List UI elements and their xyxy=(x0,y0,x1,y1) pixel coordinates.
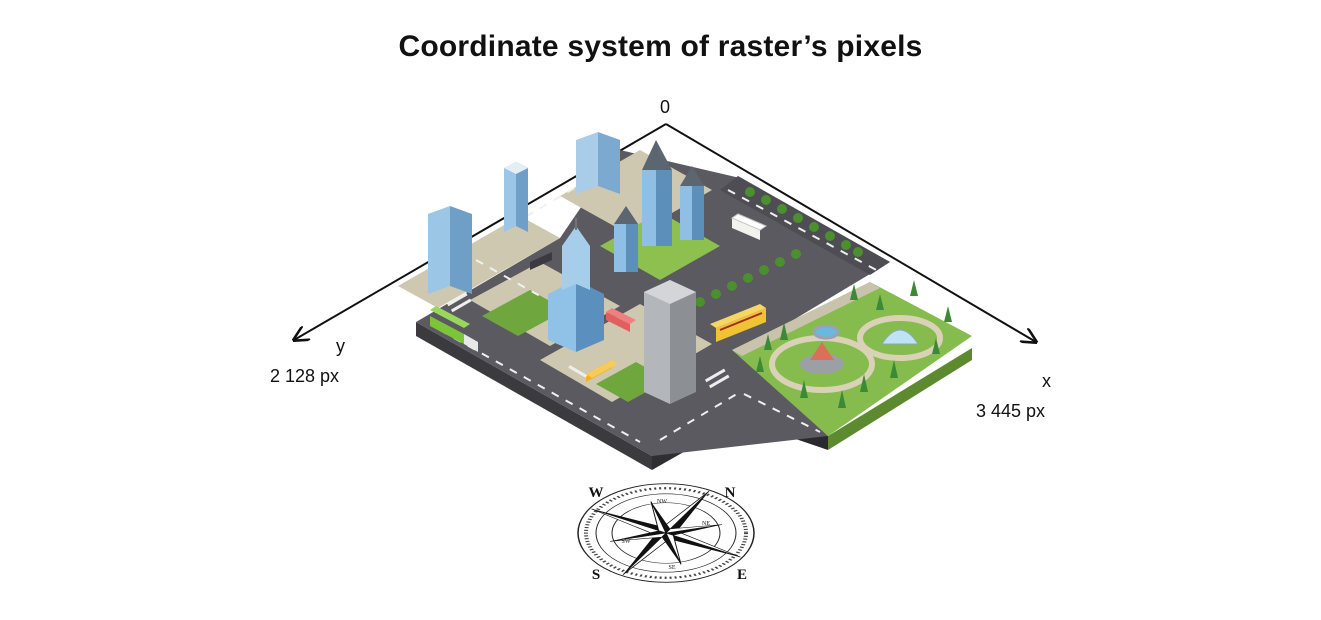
vehicles xyxy=(430,213,768,382)
y-axis-label: y xyxy=(336,336,345,356)
building-spire-left xyxy=(614,206,638,272)
crosswalks xyxy=(446,292,730,389)
building-small-tower xyxy=(504,162,528,232)
car-yellow xyxy=(586,360,618,382)
palm-trees xyxy=(695,187,863,307)
building-top-blue xyxy=(576,132,620,194)
platform-side-left xyxy=(416,322,652,470)
park-trees xyxy=(756,280,952,408)
compass-letter-n: N xyxy=(725,485,736,501)
grass-left xyxy=(482,290,566,336)
buildings xyxy=(428,132,704,404)
bus-yellow xyxy=(710,304,766,342)
gazebo-roof xyxy=(810,342,834,360)
building-glass-tower xyxy=(548,218,604,352)
compass-letter-e: E xyxy=(737,567,747,583)
park-path-ring-right xyxy=(857,315,943,361)
dome xyxy=(881,329,919,345)
compass-letter-w: W xyxy=(589,485,604,501)
compass-rose: N E S W NW NE SE SW xyxy=(577,483,755,583)
x-axis-size: 3 445 px xyxy=(976,401,1046,421)
building-left-blue xyxy=(428,206,472,294)
car-dark xyxy=(530,252,552,270)
page-title: Coordinate system of raster’s pixels xyxy=(398,30,923,63)
building-spire-right xyxy=(680,166,704,240)
origin-label: 0 xyxy=(660,97,671,117)
compass-inner-ne: NE xyxy=(702,521,710,527)
x-axis-arrow xyxy=(665,123,1036,342)
compass-inner-sw: SW xyxy=(622,539,631,545)
van-white xyxy=(730,213,768,240)
city-map xyxy=(398,132,972,470)
platform-side-park xyxy=(828,348,972,450)
y-axis-size: 2 128 px xyxy=(270,366,340,386)
fountain xyxy=(812,324,840,340)
compass-inner-nw: NW xyxy=(657,499,667,505)
compass-letter-s: S xyxy=(592,567,600,583)
x-axis-label: x xyxy=(1042,371,1051,391)
block-top xyxy=(560,150,712,236)
building-gray-tower xyxy=(644,280,696,404)
car-red xyxy=(606,308,636,332)
park-edge xyxy=(732,282,880,356)
compass-inner-se: SE xyxy=(668,565,675,571)
building-spire-center xyxy=(642,140,672,246)
truck-green xyxy=(430,306,478,352)
